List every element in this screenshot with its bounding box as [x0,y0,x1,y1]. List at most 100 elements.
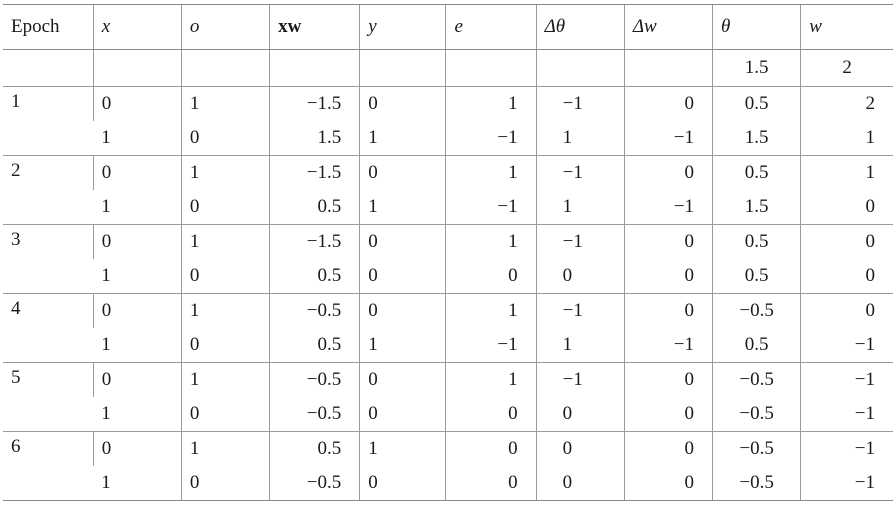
delta-theta-cell: −1 [535,362,625,397]
y-cell: 0 [359,397,446,432]
header-delta-theta: Δθ [535,4,625,50]
xw-cell: −1.5 [269,224,360,259]
o-cell: 1 [180,431,270,466]
initial-theta-cell: 1.5 [711,49,801,87]
xw-cell: 0.5 [269,431,360,466]
o-cell: 0 [180,466,270,501]
y-cell: 0 [359,362,446,397]
table-row: 2 0 1 −1.5 0 1 −1 0 0.5 1 [3,155,893,225]
xw-cell: −0.5 [269,293,360,328]
y-cell: 1 [359,431,446,466]
o-cell: 0 [180,121,270,156]
x-cell: 1 [93,397,182,432]
header-theta: θ [711,4,801,50]
header-w: w [800,4,893,50]
perceptron-training-table: Epoch x o xw y e Δθ Δw θ w 1.5 2 1 0 1 −1.5… [3,4,893,501]
theta-cell: 0.5 [711,155,801,190]
o-cell: 1 [180,224,270,259]
x-cell: 0 [92,86,182,121]
xw-cell: −1.5 [269,155,360,190]
delta-w-cell: −1 [623,190,713,225]
table-row: 1 0 1 −1.5 0 1 −1 0 0.5 2 [3,86,893,156]
e-cell: 0 [445,259,537,294]
xw-cell: −0.5 [269,362,360,397]
table-row: 1 0 −0.5 0 0 0 0 −0.5 −1 [3,466,893,501]
delta-theta-cell: 0 [535,259,625,294]
epoch-cell: 5 [3,362,94,432]
e-cell: 1 [445,293,537,328]
y-cell: 0 [359,466,446,501]
e-cell: 1 [445,155,537,190]
table-row: 1 0 0.5 1 −1 1 −1 1.5 0 [3,190,893,225]
table-row: 5 0 1 −0.5 0 1 −1 0 −0.5 −1 [3,362,893,432]
y-cell: 0 [359,224,446,259]
table-cell [92,49,182,87]
theta-cell: −0.5 [711,431,801,466]
delta-w-cell: 0 [623,362,713,397]
y-cell: 1 [359,328,446,363]
delta-theta-cell: 0 [535,466,625,501]
header-x: x [92,4,182,50]
w-cell: 0 [800,293,893,328]
o-cell: 0 [180,328,270,363]
delta-w-cell: 0 [623,397,713,432]
delta-theta-cell: 0 [535,431,625,466]
delta-w-cell: −1 [623,328,713,363]
table-row: 4 0 1 −0.5 0 1 −1 0 −0.5 0 [3,293,893,363]
initial-w-cell: 2 [800,49,893,87]
theta-cell: 0.5 [711,86,801,121]
table-row: 1 0 −0.5 0 0 0 0 −0.5 −1 [3,397,893,432]
o-cell: 1 [180,293,270,328]
e-cell: 1 [445,362,537,397]
epoch-cell: 3 [3,224,94,294]
xw-cell: 1.5 [269,121,360,156]
e-cell: 1 [445,86,537,121]
o-cell: 0 [180,190,270,225]
delta-theta-cell: −1 [535,155,625,190]
w-cell: −1 [800,362,893,397]
table-row: 1 0 0.5 1 −1 1 −1 0.5 −1 [3,328,893,363]
epoch-cell: 4 [3,293,94,363]
theta-cell: 0.5 [711,224,801,259]
y-cell: 1 [359,121,446,156]
delta-w-cell: 0 [623,259,713,294]
table-row: 1 0 1.5 1 −1 1 −1 1.5 1 [3,121,893,156]
x-cell: 1 [93,121,182,156]
delta-w-cell: 0 [623,466,713,501]
table-row: 6 0 1 0.5 1 0 0 0 −0.5 −1 [3,431,893,501]
e-cell: 0 [445,397,537,432]
delta-theta-cell: 0 [535,397,625,432]
x-cell: 0 [92,155,182,190]
x-cell: 0 [92,362,182,397]
e-cell: −1 [445,190,537,225]
delta-w-cell: 0 [623,431,713,466]
table-cell [3,49,94,87]
header-epoch: Epoch [3,4,94,50]
theta-cell: 0.5 [711,328,801,363]
w-cell: 0 [800,259,893,294]
theta-cell: −0.5 [711,397,801,432]
table-cell [359,49,446,87]
w-cell: −1 [800,328,893,363]
delta-w-cell: 0 [623,155,713,190]
e-cell: 0 [445,466,537,501]
xw-cell: −1.5 [269,86,360,121]
theta-cell: −0.5 [711,466,801,501]
table-cell [269,49,360,87]
e-cell: 0 [445,431,537,466]
w-cell: 0 [800,224,893,259]
w-cell: −1 [800,431,893,466]
epoch-cell: 6 [3,431,94,501]
xw-cell: 0.5 [269,328,360,363]
w-cell: 1 [800,155,893,190]
e-cell: 1 [445,224,537,259]
o-cell: 1 [180,155,270,190]
header-o: o [180,4,270,50]
w-cell: 2 [800,86,893,121]
y-cell: 0 [359,86,446,121]
x-cell: 1 [93,328,182,363]
header-delta-w: Δw [623,4,713,50]
table-cell [445,49,537,87]
o-cell: 1 [180,362,270,397]
header-y: y [359,4,446,50]
